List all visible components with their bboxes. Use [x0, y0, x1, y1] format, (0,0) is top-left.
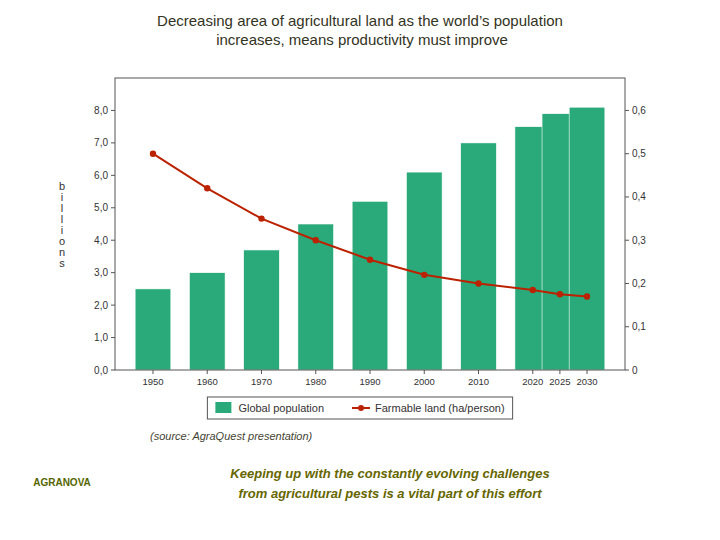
tick — [111, 207, 115, 208]
tick — [370, 370, 371, 374]
tick-label: 4,0 — [94, 235, 108, 246]
tick-label: 0,0 — [94, 365, 108, 376]
tick — [111, 370, 115, 371]
tick — [315, 370, 316, 374]
line-marker — [557, 291, 563, 297]
tick-label: 0,2 — [632, 278, 646, 289]
bar-series — [135, 107, 605, 370]
plot-frame — [115, 78, 625, 370]
bar — [135, 289, 171, 370]
source-note: (source: AgraQuest presentation) — [150, 430, 313, 442]
chart: Decreasing area of agricultural land as … — [0, 0, 720, 540]
bar — [244, 250, 280, 370]
tick — [625, 283, 629, 284]
line-marker — [530, 287, 536, 293]
tick-label: 2000 — [414, 376, 435, 387]
footer-text: Keeping up with the constantly evolving … — [230, 466, 549, 501]
title-line: increases, means productivity must impro… — [212, 31, 508, 48]
tick-label: 1960 — [197, 376, 218, 387]
tick-label: 1970 — [251, 376, 272, 387]
tick-label: 2020 — [522, 376, 543, 387]
tick — [532, 370, 533, 374]
line-marker — [475, 280, 481, 286]
footer-line: from agricultural pests is a vital part … — [238, 486, 542, 501]
tick — [478, 370, 479, 374]
line-marker — [150, 151, 156, 157]
axis-label-letter: s — [59, 257, 65, 269]
line-marker — [421, 272, 427, 278]
tick-label: 2025 — [549, 376, 570, 387]
tick-label: 0,5 — [632, 148, 646, 159]
tick — [625, 370, 629, 371]
legend-label: Farmable land (ha/person) — [375, 402, 505, 414]
legend-label: Global population — [238, 402, 324, 414]
bar — [298, 224, 334, 370]
tick-label: 7,0 — [94, 137, 108, 148]
footer-line: Keeping up with the constantly evolving … — [230, 466, 549, 481]
brand-label: AGRANOVA — [33, 477, 91, 488]
line-marker — [367, 256, 373, 262]
tick-label: 0,4 — [632, 191, 646, 202]
tick-label: 3,0 — [94, 267, 108, 278]
tick — [261, 370, 262, 374]
tick-label: 0,6 — [632, 105, 646, 116]
tick-label: 8,0 — [94, 105, 108, 116]
tick-label: 0,1 — [632, 321, 646, 332]
plot-background — [115, 78, 625, 370]
legend-item: Global population — [215, 402, 324, 414]
tick-label: 6,0 — [94, 170, 108, 181]
tick-label: 0 — [632, 365, 638, 376]
bar — [461, 143, 497, 370]
tick — [207, 370, 208, 374]
tick-label: 5,0 — [94, 202, 108, 213]
bar — [352, 201, 388, 370]
tick — [625, 153, 629, 154]
tick — [111, 337, 115, 338]
legend-swatch — [215, 402, 231, 413]
tick — [111, 240, 115, 241]
bar — [189, 273, 225, 370]
legend-item: Farmable land (ha/person) — [352, 402, 505, 414]
tick-label: 1,0 — [94, 332, 108, 343]
line — [153, 154, 587, 297]
tick — [111, 110, 115, 111]
tick-label: 2030 — [576, 376, 597, 387]
title-line: Decreasing area of agricultural land as … — [157, 12, 563, 29]
tick — [559, 370, 560, 374]
line-marker — [584, 293, 590, 299]
legend-frame — [207, 397, 512, 419]
tick-label: 2010 — [468, 376, 489, 387]
tick — [152, 370, 153, 374]
tick-label: 2,0 — [94, 300, 108, 311]
legend: Global population Farmable land (ha/perso… — [207, 397, 512, 419]
tick — [625, 240, 629, 241]
tick — [111, 272, 115, 273]
tick — [111, 142, 115, 143]
tick-label: 1980 — [305, 376, 326, 387]
marks — [135, 107, 605, 370]
tick-label: 0,3 — [632, 235, 646, 246]
tick — [111, 305, 115, 306]
axis-label: billions — [59, 180, 65, 269]
tick-label: 1990 — [359, 376, 380, 387]
legend-marker — [358, 405, 364, 411]
tick — [625, 110, 629, 111]
line-marker — [258, 215, 264, 221]
tick — [625, 326, 629, 327]
line-marker — [204, 185, 210, 191]
tick — [587, 370, 588, 374]
bar — [569, 107, 605, 370]
line-marker — [313, 237, 319, 243]
line-series — [150, 151, 590, 300]
tick — [424, 370, 425, 374]
title: Decreasing area of agricultural land as … — [157, 12, 563, 48]
tick — [111, 175, 115, 176]
tick-label: 1950 — [142, 376, 163, 387]
tick — [625, 196, 629, 197]
